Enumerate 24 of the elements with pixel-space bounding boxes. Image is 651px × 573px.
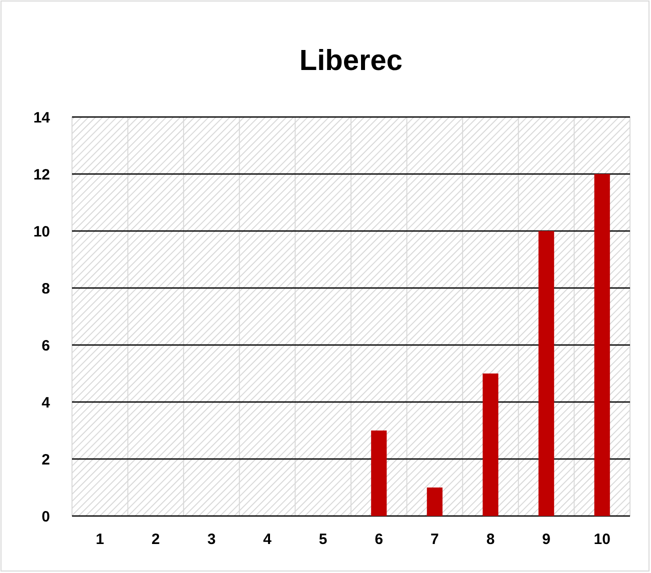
x-tick-label: 7	[430, 531, 439, 548]
bar	[426, 488, 443, 516]
x-tick-label: 10	[594, 531, 610, 548]
y-tick-label: 10	[33, 223, 50, 240]
x-tick-label: 1	[96, 531, 104, 548]
y-tick-label: 6	[42, 337, 50, 354]
x-tick-label: 9	[542, 531, 550, 548]
chart-title: Liberec	[299, 45, 403, 77]
x-tick-label: 8	[486, 531, 495, 548]
bar	[371, 430, 387, 516]
y-tick-label: 4	[42, 394, 51, 412]
y-tick-label: 2	[42, 451, 50, 468]
bar	[482, 374, 498, 516]
bar	[594, 174, 610, 516]
y-tick-label: 0	[42, 508, 50, 526]
x-tick-label: 5	[318, 531, 328, 548]
y-tick-label: 8	[42, 280, 50, 298]
bar	[538, 231, 554, 516]
x-tick-label: 2	[152, 531, 160, 548]
y-tick-label: 12	[33, 166, 50, 184]
y-tick-label: 14	[33, 109, 51, 126]
x-tick-label: 6	[374, 531, 384, 548]
x-tick-label: 3	[207, 531, 216, 548]
x-tick-label: 4	[263, 531, 272, 548]
